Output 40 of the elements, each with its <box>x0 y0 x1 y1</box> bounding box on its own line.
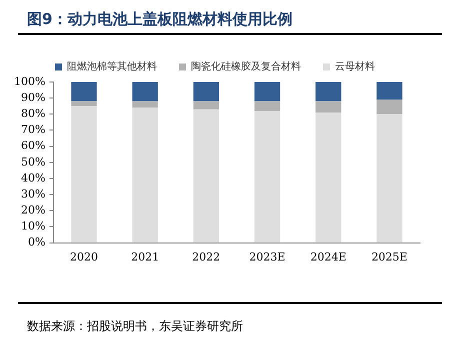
legend-label: 云母材料 <box>335 60 375 73</box>
bar <box>71 106 97 242</box>
bar <box>71 82 97 102</box>
bar <box>193 101 220 110</box>
source-note: 数据来源：招股说明书，东吴证券研究所 <box>27 318 243 335</box>
chart-title: 图9：动力电池上盖板阻燃材料使用比例 <box>27 10 292 29</box>
y-tick-label: 100% <box>14 74 46 88</box>
bar <box>376 82 402 100</box>
bar <box>132 82 158 102</box>
y-tick-label: 0% <box>28 236 46 249</box>
x-tick-label: 2023E <box>249 250 286 264</box>
y-tick-label: 30% <box>20 187 46 200</box>
bar <box>376 100 402 114</box>
legend-label: 陶瓷化硅橡胶及复合材料 <box>191 60 301 73</box>
y-tick-label: 60% <box>20 139 46 152</box>
x-tick-label: 2022 <box>192 250 220 264</box>
y-tick-label: 70% <box>20 123 46 136</box>
bar <box>71 101 97 106</box>
bar <box>316 112 342 242</box>
bar <box>316 101 342 113</box>
bar <box>254 110 280 242</box>
bar <box>316 82 342 102</box>
bar <box>254 82 280 102</box>
x-tick-label: 2024E <box>310 250 346 264</box>
x-tick-label: 2021 <box>131 250 160 264</box>
bar <box>193 109 220 242</box>
y-tick-label: 90% <box>20 90 46 104</box>
y-tick-label: 40% <box>20 171 46 184</box>
y-tick-label: 10% <box>20 220 46 233</box>
bar <box>132 101 158 108</box>
x-tick-label: 2025E <box>371 250 408 264</box>
bar <box>376 114 402 242</box>
y-tick-label: 50% <box>20 155 46 168</box>
legend-label: 阻燃泡棉等其他材料 <box>67 60 157 73</box>
bar <box>132 108 158 242</box>
x-tick-label: 2020 <box>70 250 98 264</box>
bar <box>254 101 280 111</box>
y-tick-label: 80% <box>20 107 46 120</box>
bar <box>193 82 220 102</box>
y-tick-label: 20% <box>20 204 46 216</box>
